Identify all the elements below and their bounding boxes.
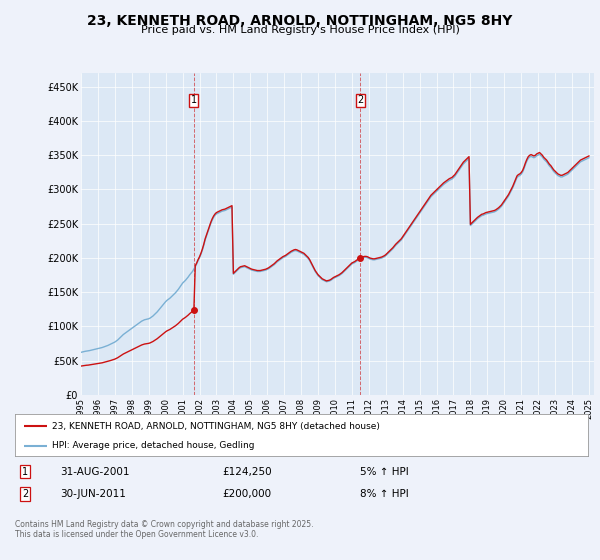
Text: 5% ↑ HPI: 5% ↑ HPI	[360, 466, 409, 477]
Text: HPI: Average price, detached house, Gedling: HPI: Average price, detached house, Gedl…	[52, 441, 255, 450]
Text: 23, KENNETH ROAD, ARNOLD, NOTTINGHAM, NG5 8HY (detached house): 23, KENNETH ROAD, ARNOLD, NOTTINGHAM, NG…	[52, 422, 380, 431]
Text: £124,250: £124,250	[222, 466, 272, 477]
Text: 1: 1	[22, 466, 28, 477]
Text: Contains HM Land Registry data © Crown copyright and database right 2025.
This d: Contains HM Land Registry data © Crown c…	[15, 520, 314, 539]
Text: 30-JUN-2011: 30-JUN-2011	[60, 489, 126, 499]
Text: Price paid vs. HM Land Registry's House Price Index (HPI): Price paid vs. HM Land Registry's House …	[140, 25, 460, 35]
Text: 23, KENNETH ROAD, ARNOLD, NOTTINGHAM, NG5 8HY: 23, KENNETH ROAD, ARNOLD, NOTTINGHAM, NG…	[88, 14, 512, 28]
Text: 8% ↑ HPI: 8% ↑ HPI	[360, 489, 409, 499]
Text: 31-AUG-2001: 31-AUG-2001	[60, 466, 130, 477]
Text: 2: 2	[357, 95, 364, 105]
Text: 1: 1	[191, 95, 197, 105]
Text: 2: 2	[22, 489, 28, 499]
Text: £200,000: £200,000	[222, 489, 271, 499]
